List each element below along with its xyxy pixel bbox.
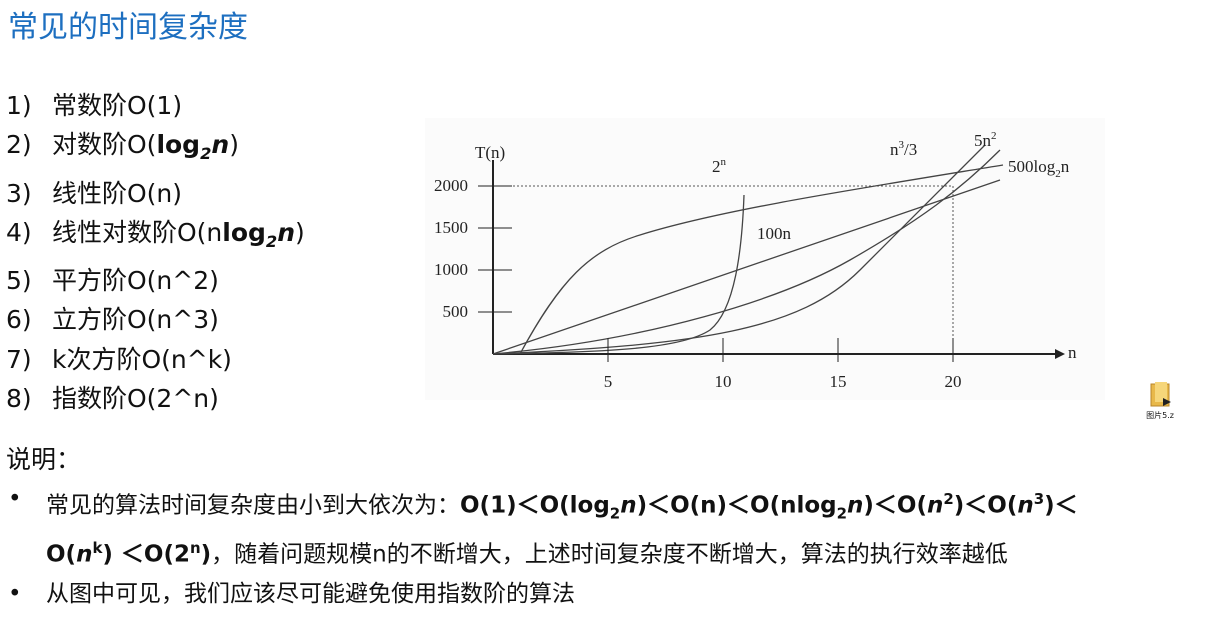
item-number: 3) bbox=[6, 178, 32, 208]
curve-label: 100n bbox=[757, 224, 792, 243]
bullet-text: n bbox=[620, 492, 637, 519]
list-item: 4) 线性对数阶O(nlog2n) bbox=[6, 213, 305, 261]
item-text: n bbox=[211, 130, 230, 160]
item-text: ) bbox=[295, 217, 305, 247]
item-number: 1) bbox=[6, 91, 32, 120]
bullet-text: )＜O( bbox=[863, 492, 927, 519]
list-item: 6) 立方阶O(n^3) bbox=[6, 300, 305, 339]
x-tick-label: 5 bbox=[604, 372, 613, 391]
item-text: log bbox=[156, 130, 201, 160]
bullet-text: ，随着问题规模n的不断增大，上述时间复杂度不断增大，算法的执行效率越低 bbox=[211, 541, 1008, 568]
file-icon[interactable]: 图片5.z bbox=[1140, 380, 1180, 421]
curve-label: 5n2 bbox=[974, 130, 997, 150]
bullet-text: 常见的算法时间复杂度由小到大依次为： bbox=[46, 492, 460, 519]
title: 常见的时间复杂度 bbox=[8, 10, 248, 45]
item-number: 2) bbox=[6, 130, 32, 160]
list-item: 2) 对数阶O(log2n) bbox=[6, 125, 305, 173]
curve-linear bbox=[492, 179, 1001, 355]
item-text: 立方阶O(n^3) bbox=[52, 305, 219, 335]
bullet-text: )＜ O( bbox=[46, 492, 1078, 568]
file-label: 图片5.z bbox=[1146, 411, 1174, 420]
item-text: 对数阶O( bbox=[52, 130, 157, 160]
curve-label-text: 500log bbox=[1008, 157, 1056, 176]
bullet-text: n bbox=[927, 492, 944, 519]
curve-square bbox=[492, 149, 1001, 355]
bullet-text: n bbox=[1017, 492, 1034, 519]
bullet-text: 从图中可见，我们应该尽可能避免使用指数阶的算法 bbox=[46, 580, 575, 607]
curve-label-text: 2 bbox=[1055, 168, 1061, 180]
item-number: 6) bbox=[6, 305, 32, 335]
item-number: 4) bbox=[6, 217, 32, 247]
x-axis-label: n bbox=[1068, 343, 1077, 362]
item-text: ) bbox=[229, 130, 239, 160]
x-tick-label: 15 bbox=[830, 372, 847, 391]
bullet-text: ) ＜O(2 bbox=[102, 541, 190, 568]
curve-label-text: n bbox=[1061, 157, 1070, 176]
item-text: 2 bbox=[265, 231, 278, 251]
y-tick-label: 500 bbox=[443, 302, 469, 321]
y-tick-label: 1000 bbox=[434, 260, 468, 279]
bullet-text: 2 bbox=[943, 490, 954, 508]
list-item: 3) 线性阶O(n) bbox=[6, 174, 305, 213]
bullet-text: k bbox=[92, 539, 103, 558]
item-text: 线性对数阶O(n bbox=[52, 217, 223, 247]
bullet-text: )＜ bbox=[953, 492, 988, 519]
bullet-text: n bbox=[847, 492, 864, 519]
bullet-text: 2 bbox=[836, 504, 848, 523]
item-text: k次方阶O(n^k) bbox=[52, 344, 232, 374]
item-text: 2 bbox=[200, 144, 212, 164]
y-axis-label: T(n) bbox=[475, 143, 505, 162]
list-item: 7) k次方阶O(n^k) bbox=[6, 340, 305, 379]
curve-label-text: n bbox=[890, 140, 899, 159]
bullet: 从图中可见，我们应该尽可能避免使用指数阶的算法 bbox=[6, 577, 1146, 612]
curve-label-text: n bbox=[721, 156, 727, 168]
x-tick-label: 20 bbox=[945, 372, 962, 391]
folder-sheet bbox=[1155, 382, 1167, 402]
curve-label-text: 3 bbox=[899, 139, 905, 151]
notes-heading: 说明： bbox=[6, 445, 82, 474]
item-text: log bbox=[222, 217, 266, 247]
list-item: 5) 平方阶O(n^2) bbox=[6, 261, 305, 300]
item-text: 线性阶O(n) bbox=[52, 178, 183, 208]
curve-label: n3/3 bbox=[890, 139, 917, 159]
curve-label: 2n bbox=[712, 156, 727, 176]
curve-label-text: 2 bbox=[712, 157, 721, 176]
curve-cubic bbox=[492, 144, 986, 355]
curve-label: 500log2n bbox=[1008, 157, 1070, 180]
list-item: 8) 指数阶O(2^n) bbox=[6, 379, 305, 418]
bullet-text: 3 bbox=[1033, 490, 1045, 508]
item-number: 5) bbox=[6, 266, 32, 296]
item-text: 常数阶O(1) bbox=[52, 91, 183, 120]
item-text: n bbox=[277, 217, 296, 247]
bullet: 常见的算法时间复杂度由小到大依次为：O(1)＜O(log2n)＜O(n)＜O(n… bbox=[6, 482, 1146, 573]
curve-label-text: 2 bbox=[991, 130, 997, 142]
curve-label-text: 5n bbox=[974, 131, 992, 150]
bullet-text: )＜O(n)＜O(nlog bbox=[636, 492, 837, 519]
item-text: 指数阶O(2^n) bbox=[52, 384, 219, 414]
item-number: 7) bbox=[6, 344, 32, 374]
item-text: 平方阶O(n^2) bbox=[52, 266, 219, 296]
bullet-text: ) bbox=[200, 541, 212, 568]
figure-background bbox=[425, 118, 1105, 400]
y-tick-label: 2000 bbox=[434, 176, 468, 195]
shortcut-arrow bbox=[1163, 398, 1171, 406]
axis-arrow bbox=[1055, 349, 1065, 359]
bullet-text: 2 bbox=[609, 504, 621, 523]
bullet-text: O(1)＜O(log bbox=[460, 492, 610, 519]
item-number: 8) bbox=[6, 384, 32, 414]
bullet-text: n bbox=[76, 541, 93, 568]
list-item: 1) 常数阶O(1) bbox=[6, 86, 305, 125]
folder-glyph bbox=[1150, 382, 1171, 407]
y-tick-label: 1500 bbox=[434, 218, 468, 237]
complexity-list: 1) 常数阶O(1) 2) 对数阶O(log2n) 3) 线性阶O(n) 4) 线性对数… bbox=[6, 86, 305, 418]
x-tick-label: 10 bbox=[715, 372, 732, 391]
notes: 说明： 常见的算法时间复杂度由小到大依次为：O(1)＜O(log2n)＜O(n)… bbox=[6, 440, 1186, 612]
bullet-text: O( bbox=[987, 492, 1018, 519]
curve-label-text: /3 bbox=[904, 140, 917, 159]
curve-log bbox=[519, 164, 1004, 355]
bullet-text: n bbox=[189, 539, 201, 558]
curve-exponential bbox=[492, 194, 745, 355]
